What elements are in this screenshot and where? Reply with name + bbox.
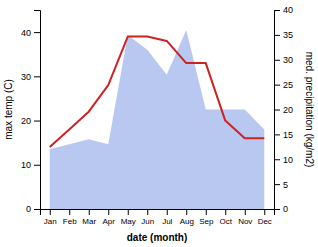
tick-label: Feb bbox=[63, 217, 77, 226]
tick-mark bbox=[274, 35, 280, 36]
tick-mark bbox=[34, 209, 40, 210]
tick: Sep bbox=[199, 209, 214, 226]
tick-label: 0 bbox=[283, 204, 288, 214]
tick-label: Dec bbox=[258, 217, 272, 226]
tick: 20 bbox=[274, 105, 293, 115]
x-axis: Jan Feb Mar Apr May Jun Jul Aug Sep Oct Nov Dec bbox=[41, 209, 275, 226]
tick-label: 40 bbox=[283, 5, 293, 15]
tick-mark bbox=[108, 209, 109, 215]
tick: 30 bbox=[274, 55, 293, 65]
tick: 25 bbox=[274, 80, 293, 90]
tick-label: Jan bbox=[44, 217, 57, 226]
tick-mark bbox=[69, 209, 70, 215]
tick: 5 bbox=[274, 180, 288, 190]
tick: 15 bbox=[274, 130, 293, 140]
tick-mark bbox=[225, 209, 226, 215]
tick-mark bbox=[34, 32, 40, 33]
tick: 10 bbox=[21, 160, 40, 170]
tick-mark bbox=[274, 10, 280, 11]
y-axis: 0 10 20 30 40 bbox=[21, 11, 41, 215]
tick-label: 10 bbox=[283, 155, 293, 165]
tick-mark bbox=[34, 76, 40, 77]
plot: 0 10 20 30 40 0 5 10 15 20 25 30 35 40 Jan Feb Mar Apr May… bbox=[21, 5, 293, 225]
tick: Feb bbox=[63, 209, 77, 226]
tick: Dec bbox=[258, 209, 272, 226]
tick: 40 bbox=[274, 5, 293, 15]
tick-mark bbox=[274, 184, 280, 185]
tick: Oct bbox=[220, 209, 233, 226]
tick-mark bbox=[274, 159, 280, 160]
tick-mark bbox=[274, 134, 280, 135]
tick-label: 30 bbox=[283, 55, 293, 65]
tick: Jan bbox=[44, 209, 57, 226]
tick: 30 bbox=[21, 72, 40, 82]
tick-label: May bbox=[121, 217, 136, 226]
tick: Mar bbox=[82, 209, 96, 226]
tick: 10 bbox=[274, 155, 293, 165]
axis-line bbox=[41, 210, 275, 216]
tick: Nov bbox=[238, 209, 252, 226]
axis-line bbox=[34, 11, 41, 210]
y-axis-title: max temp (C) bbox=[3, 79, 14, 140]
tick-label: Jun bbox=[141, 217, 154, 226]
tick-label: Aug bbox=[180, 217, 194, 226]
chart: 0 10 20 30 40 0 5 10 15 20 25 30 35 40 Jan Feb Mar Apr May… bbox=[0, 0, 318, 247]
tick-mark bbox=[274, 85, 280, 86]
tick-label: 10 bbox=[21, 160, 31, 170]
tick: Jul bbox=[162, 209, 172, 226]
tick-mark bbox=[186, 209, 187, 215]
tick-label: 20 bbox=[21, 116, 31, 126]
y2-axis-title: med. precipitation (kg/m2) bbox=[304, 52, 315, 168]
tick-label: Jul bbox=[162, 217, 172, 226]
tick-mark bbox=[245, 209, 246, 215]
tick-mark bbox=[274, 60, 280, 61]
tick-mark bbox=[50, 209, 51, 215]
tick-label: Nov bbox=[238, 217, 252, 226]
tick: 20 bbox=[21, 116, 40, 126]
tick-mark bbox=[128, 209, 129, 215]
precip-area bbox=[50, 30, 265, 209]
marks bbox=[50, 30, 265, 209]
tick-label: 25 bbox=[283, 80, 293, 90]
tick: May bbox=[121, 209, 136, 226]
tick: Apr bbox=[103, 209, 116, 226]
x-axis-title: date (month) bbox=[127, 232, 188, 243]
tick-label: 15 bbox=[283, 130, 293, 140]
tick: 0 bbox=[26, 204, 40, 214]
tick-label: Sep bbox=[199, 217, 214, 226]
tick-label: Oct bbox=[220, 217, 233, 226]
tick-mark bbox=[206, 209, 207, 215]
axis-line bbox=[275, 11, 281, 210]
tick: Aug bbox=[180, 209, 194, 226]
tick: 35 bbox=[274, 30, 293, 40]
tick-mark bbox=[274, 110, 280, 111]
tick-label: Apr bbox=[103, 217, 116, 226]
tick-label: Mar bbox=[82, 217, 96, 226]
tick-mark bbox=[167, 209, 168, 215]
temp-line bbox=[50, 37, 265, 148]
tick-label: 0 bbox=[26, 204, 31, 214]
tick-label: 40 bbox=[21, 27, 31, 37]
tick-mark bbox=[264, 209, 265, 215]
tick-label: 20 bbox=[283, 105, 293, 115]
tick: 40 bbox=[21, 27, 40, 37]
y2-axis: 0 5 10 15 20 25 30 35 40 bbox=[274, 5, 293, 214]
tick-label: 5 bbox=[283, 180, 288, 190]
tick: 0 bbox=[274, 204, 288, 214]
tick-mark bbox=[34, 121, 40, 122]
tick-mark bbox=[89, 209, 90, 215]
tick-mark bbox=[34, 165, 40, 166]
tick-label: 30 bbox=[21, 72, 31, 82]
tick-label: 35 bbox=[283, 30, 293, 40]
tick: Jun bbox=[141, 209, 154, 226]
tick-mark bbox=[147, 209, 148, 215]
